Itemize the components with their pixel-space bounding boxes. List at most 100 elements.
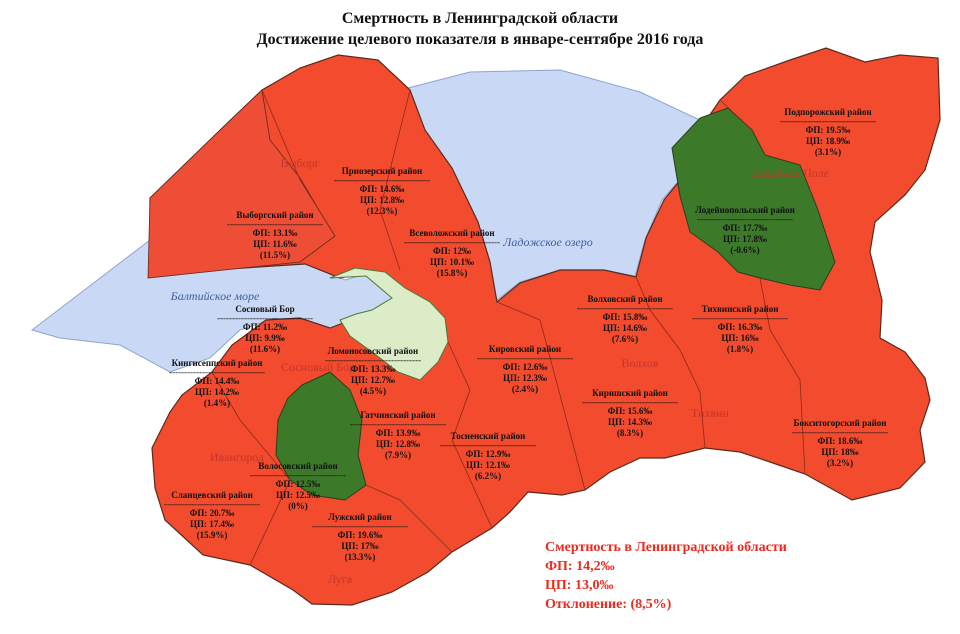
district-name: Кингисеппский район	[171, 358, 263, 368]
district-name: Сосновый Бор	[235, 304, 295, 314]
district-label-volosovsky: Волосовский район ----------------------…	[250, 461, 346, 512]
summary-deviation: Отклонение: (8,5%)	[545, 597, 672, 612]
district-label-luzhsky: Лужский район --------------------------…	[312, 512, 408, 563]
district-separator: --------------------------------	[440, 440, 536, 450]
district-deviation: (3.1%)	[814, 147, 842, 157]
district-fp: ФП: 15.6‰	[607, 406, 653, 416]
district-deviation: (15.8%)	[436, 268, 468, 278]
district-name: Приозерский район	[341, 166, 423, 176]
district-label-vyborgsky: Выборгский район -----------------------…	[227, 210, 323, 261]
district-cp: ЦП: 14.6‰	[603, 323, 647, 333]
district-separator: --------------------------------	[697, 214, 793, 224]
district-separator: --------------------------------	[577, 303, 673, 313]
district-separator: --------------------------------	[350, 419, 446, 429]
district-fp: ФП: 14.4‰	[194, 376, 240, 386]
vyborgsky-area	[147, 89, 336, 279]
district-label-volkhovsky: Волховский район -----------------------…	[577, 294, 673, 345]
district-name: Тосненский район	[450, 431, 526, 441]
district-deviation: (0%)	[288, 501, 308, 511]
district-name: Волосовский район	[258, 461, 338, 471]
district-label-sosnovy-bor: Сосновый Бор ---------------------------…	[217, 304, 313, 355]
district-label-kingiseppsky: Кингисеппский район --------------------…	[169, 358, 265, 409]
district-fp: ФП: 19.5‰	[805, 125, 851, 135]
district-fp: ФП: 13.3‰	[350, 364, 396, 374]
district-separator: --------------------------------	[250, 470, 346, 480]
district-cp: ЦП: 12.5‰	[276, 490, 320, 500]
district-deviation: (1.8%)	[726, 344, 754, 354]
district-deviation: (11.5%)	[259, 250, 291, 260]
district-label-tikhvinsky: Тихвинский район -----------------------…	[692, 304, 788, 355]
district-label-podporozhsky: Подпорожский район ---------------------…	[780, 107, 876, 158]
district-cp: ЦП: 18‰	[821, 447, 859, 457]
district-label-lomonosovsky: Ломоносовский район --------------------…	[325, 346, 421, 397]
district-cp: ЦП: 12.8‰	[360, 195, 404, 205]
district-name: Ломоносовский район	[327, 346, 419, 356]
district-borders	[211, 89, 806, 566]
summary-fp: ФП: 14,2‰	[545, 559, 615, 574]
district-deviation: (2.4%)	[511, 384, 539, 394]
district-name: Тихвинский район	[701, 304, 779, 314]
district-cp: ЦП: 12.7‰	[351, 375, 395, 385]
district-cp: ЦП: 18.9‰	[806, 136, 850, 146]
district-fp: ФП: 16.3‰	[717, 322, 763, 332]
district-separator: --------------------------------	[780, 116, 876, 126]
district-deviation: (15.9%)	[196, 530, 228, 540]
district-separator: --------------------------------	[404, 237, 500, 247]
district-cp: ЦП: 14.3‰	[608, 417, 652, 427]
place-vyborg: Выборг	[280, 156, 320, 170]
district-cp: ЦП: 17.4‰	[190, 519, 234, 529]
district-label-vsevolozhsky: Всеволожский район ---------------------…	[404, 228, 500, 279]
district-name: Гатчинский район	[360, 410, 436, 420]
map-subtitle: Достижение целевого показателя в январе-…	[256, 31, 704, 48]
district-separator: --------------------------------	[334, 175, 430, 185]
district-deviation: (12.3%)	[366, 206, 398, 216]
district-fp: ФП: 15.8‰	[602, 312, 648, 322]
place-tikhvin: Тихвин	[691, 406, 729, 420]
district-cp: ЦП: 14.2‰	[195, 387, 239, 397]
district-cp: ЦП: 11.6‰	[253, 239, 297, 249]
district-name: Волховский район	[587, 294, 663, 304]
district-cp: ЦП: 12.3‰	[503, 373, 547, 383]
district-cp: ЦП: 17‰	[341, 541, 379, 551]
district-separator: --------------------------------	[217, 313, 313, 323]
saint-petersburg	[329, 267, 449, 381]
district-name: Лужский район	[328, 512, 392, 522]
district-fp: ФП: 19.6‰	[337, 530, 383, 540]
district-fp: ФП: 12.9‰	[465, 449, 511, 459]
district-cp: ЦП: 9.9‰	[245, 333, 285, 343]
place-lodeynoe-pole: Лодейное Поле	[750, 166, 830, 180]
district-name: Подпорожский район	[784, 107, 872, 117]
district-separator: --------------------------------	[169, 367, 265, 377]
district-fp: ФП: 17.7‰	[722, 223, 768, 233]
district-name: Кировский район	[488, 344, 562, 354]
district-fp: ФП: 12.6‰	[502, 362, 548, 372]
district-fp: ФП: 13.1‰	[252, 228, 298, 238]
district-label-kirovsky: Кировский район ------------------------…	[477, 344, 573, 395]
place-luga: Луга	[327, 572, 353, 586]
district-label-lodeynopolsky: Лодейнопольский район ------------------…	[695, 205, 795, 256]
district-separator: --------------------------------	[312, 521, 408, 531]
district-cp: ЦП: 16‰	[721, 333, 759, 343]
district-label-kirishsky: Киришский район ------------------------…	[582, 388, 678, 439]
place-volkhov: Волхов	[621, 356, 659, 370]
district-label-gatchinsky: Гатчинский район -----------------------…	[350, 410, 446, 461]
summary-box: Смертность в Ленинградской области ФП: 1…	[545, 538, 787, 614]
district-name: Лодейнопольский район	[695, 205, 795, 215]
district-name: Всеволожский район	[409, 228, 495, 238]
district-fp: ФП: 18.6‰	[817, 436, 863, 446]
district-fp: ФП: 14.6‰	[359, 184, 405, 194]
district-fp: ФП: 12‰	[433, 246, 471, 256]
summary-title: Смертность в Ленинградской области	[545, 540, 787, 555]
district-cp: ЦП: 10.1‰	[430, 257, 474, 267]
district-deviation: (13.3%)	[344, 552, 376, 562]
district-deviation: (-0.6%)	[730, 245, 760, 255]
district-deviation: (6.2%)	[474, 471, 502, 481]
district-fp: ФП: 12.5‰	[275, 479, 321, 489]
district-name: Бокситогорский район	[793, 418, 887, 428]
district-deviation: (8.3%)	[616, 428, 644, 438]
label-baltic-sea: Балтийское море	[170, 289, 260, 303]
district-deviation: (7.9%)	[384, 450, 412, 460]
district-fp: ФП: 20.7‰	[189, 508, 235, 518]
district-cp: ЦП: 17.8‰	[722, 234, 767, 244]
district-separator: --------------------------------	[582, 397, 678, 407]
